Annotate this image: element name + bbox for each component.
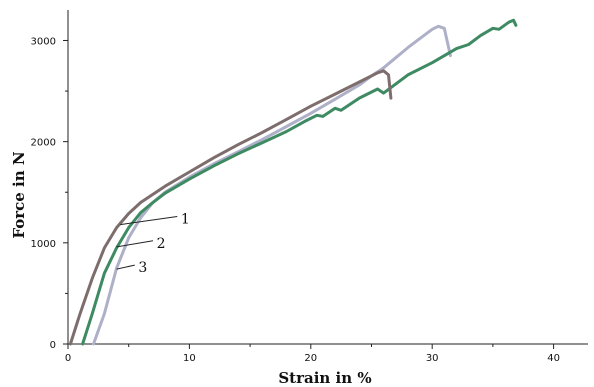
x-axis-title: Strain in % xyxy=(278,369,371,387)
x-tick-label: 40 xyxy=(547,353,560,364)
series-line-3 xyxy=(92,24,452,346)
curve-number-label: 3 xyxy=(138,260,147,276)
series-layer xyxy=(68,18,518,346)
x-tick-label: 30 xyxy=(426,353,439,364)
y-tick-label: 2000 xyxy=(31,138,56,149)
curve-leader-line xyxy=(116,264,135,270)
curve-leader-line xyxy=(120,216,178,226)
x-tick-label: 0 xyxy=(65,353,71,364)
curve-leader-line xyxy=(116,240,154,248)
y-tick-label: 0 xyxy=(50,340,56,351)
y-tick-label: 3000 xyxy=(31,36,56,47)
x-tick-label: 20 xyxy=(304,353,317,364)
series-line-2 xyxy=(81,18,518,346)
x-tick-label: 10 xyxy=(183,353,196,364)
axis-ticks: 0 10 20 30 40 0 1000 2000 3000 xyxy=(31,36,560,364)
curve-number-label: 2 xyxy=(157,236,166,252)
series-line-1 xyxy=(68,69,393,346)
axes xyxy=(67,10,588,345)
y-tick-label: 1000 xyxy=(31,239,56,250)
y-axis-title: Force in N xyxy=(10,151,28,238)
curve-number-label: 1 xyxy=(181,212,190,228)
curve-annotations: 123 xyxy=(116,212,190,276)
